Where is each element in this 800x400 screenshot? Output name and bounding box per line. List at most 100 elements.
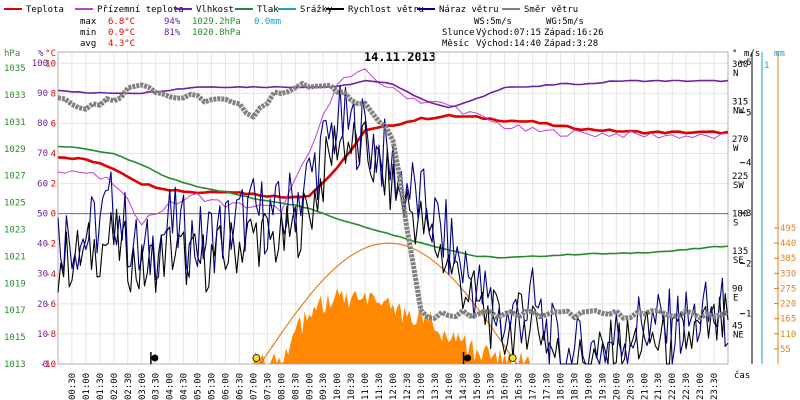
axis-time-tick: 12:00 xyxy=(389,373,399,400)
axis-wm2-tick: 220 xyxy=(780,300,796,310)
axis-time-tick: 19:30 xyxy=(598,373,608,400)
legend-label-6: Náraz větru xyxy=(439,5,499,15)
chart-title: 14.11.2013 xyxy=(364,50,436,64)
axis-hpa-tick: 1015 xyxy=(4,333,26,343)
axis-time-tick: 17:30 xyxy=(543,373,553,400)
axis-wm2-tick: 385 xyxy=(780,254,796,264)
axis-degc-tick: -8 xyxy=(45,330,56,340)
axis-time-tick: 11:00 xyxy=(361,373,371,400)
moonset-value: Západ:3:28 xyxy=(544,39,598,49)
stats-temp: 6.8°C xyxy=(108,17,135,27)
axis-hpa-tick: 1013 xyxy=(4,360,26,370)
axis-dir-name: NW xyxy=(733,106,744,116)
axis-time-tick: 13:00 xyxy=(417,373,427,400)
legend-label-3: Tlak xyxy=(257,5,279,15)
axis-time-tick: 04:30 xyxy=(180,373,190,400)
axis-pct-tick: 70 xyxy=(37,149,48,159)
axis-time-tick: 09:00 xyxy=(305,373,315,400)
grid xyxy=(57,51,729,365)
legend-label-5: Rychlost větru xyxy=(348,5,424,15)
axis-time-tick: 23:00 xyxy=(696,373,706,400)
axis-degc-tick: 10 xyxy=(45,59,56,69)
axis-wm2-tick: 440 xyxy=(780,239,796,249)
axis-dir-tick: 270 xyxy=(732,135,748,145)
axis-time-tick: 11:30 xyxy=(375,373,385,400)
axis-time-tick: 18:00 xyxy=(557,373,567,400)
axis-time-tick: 02:30 xyxy=(124,373,134,400)
axis-wm2-tick: 110 xyxy=(780,330,796,340)
axis-time-tick: 22:00 xyxy=(668,373,678,400)
axis-time-tick: 16:30 xyxy=(515,373,525,400)
sunset-value: Západ:16:26 xyxy=(544,28,604,38)
axis-time-tick: 06:30 xyxy=(236,373,246,400)
axis-pct-tick: 0 xyxy=(43,360,48,370)
stats-row-label: max xyxy=(80,17,97,27)
stats-press: 1020.8hPa xyxy=(192,28,241,38)
axis-time-tick: 10:30 xyxy=(347,373,357,400)
axis-time-tick: 01:00 xyxy=(82,373,92,400)
series-line-vlhkost xyxy=(57,79,729,109)
axis-mm-tick: 1 xyxy=(764,61,769,71)
legend-label-2: Vlhkost xyxy=(196,5,234,15)
axis-time-tick: 04:00 xyxy=(166,373,176,400)
axis-time-tick: 03:30 xyxy=(152,373,162,400)
stats-temp: 4.3°C xyxy=(108,39,135,49)
axis-ms-tick: 4 xyxy=(746,159,751,169)
axis-hpa-tick: 1031 xyxy=(4,118,26,128)
axis-hpa-tick: 1027 xyxy=(4,172,26,182)
axis-hpa-tick: 1017 xyxy=(4,306,26,316)
axis-ms-tick: 5 xyxy=(746,108,751,118)
axis-hpa-tick: 1029 xyxy=(4,145,26,155)
axis-time-tick: 15:00 xyxy=(473,373,483,400)
axis-time-tick: 06:00 xyxy=(222,373,232,400)
axis-time-tick: 07:00 xyxy=(249,373,259,400)
wg-value: WG:5m/s xyxy=(546,17,584,27)
series-line-tlak xyxy=(57,145,729,259)
axis-time-tick: 12:30 xyxy=(403,373,413,400)
axis-dir-tick: 315 xyxy=(732,97,748,107)
axis-time-tick: 05:00 xyxy=(194,373,204,400)
axis-degc-tick: 2 xyxy=(51,180,56,190)
axis-wm2-tick: 165 xyxy=(780,315,796,325)
legend-label-1: Přízemní teplota xyxy=(97,5,184,15)
axis-pct-tick: 90 xyxy=(37,89,48,99)
axis-pct-tick: 100 xyxy=(32,59,48,69)
axis-degc-tick: -10 xyxy=(40,360,56,370)
axis-ms-tick: 2 xyxy=(746,259,751,269)
axis-time-tick: 20:00 xyxy=(612,373,622,400)
legend-label-0: Teplota xyxy=(26,5,64,15)
axis-hpa-tick: 1025 xyxy=(4,199,26,209)
moonrise-value: Východ:14:40 xyxy=(476,39,541,49)
axis-time-tick: 18:30 xyxy=(571,373,581,400)
axis-time-tick: 03:00 xyxy=(138,373,148,400)
axis-dir-tick: 45 xyxy=(732,322,743,332)
axis-time-tick: 14:00 xyxy=(445,373,455,400)
axis-dir-tick: 225 xyxy=(732,172,748,182)
axis-pct-label: % xyxy=(38,49,44,59)
axis-time-tick: 09:30 xyxy=(319,373,329,400)
axis-degc-tick: 4 xyxy=(51,149,56,159)
ws-value: WS:5m/s xyxy=(474,17,512,27)
series-line-sm-r-v-tru xyxy=(57,81,729,321)
axis-time-tick: 16:00 xyxy=(501,373,511,400)
axis-degc-tick: -6 xyxy=(45,300,56,310)
stats-row-label: avg xyxy=(80,39,96,49)
axes: hPa% °C1035103310311029102710251023102110… xyxy=(4,49,796,400)
axis-mm-label: mm xyxy=(774,49,785,59)
sun-marker-0 xyxy=(252,354,261,362)
axis-hpa-label: hPa xyxy=(4,49,20,59)
moon-marker-1 xyxy=(464,354,472,362)
moon-marker-0 xyxy=(151,354,159,362)
axis-ms-tick: 3 xyxy=(746,209,751,219)
axis-time-tick: 22:30 xyxy=(682,373,692,400)
axis-hpa-tick: 1033 xyxy=(4,91,26,101)
axis-dir-name: SW xyxy=(733,181,744,191)
series-line-p-zemn-teplota xyxy=(57,68,729,226)
moon-label: Měsíc xyxy=(442,39,469,49)
axis-dir-name: NE xyxy=(733,331,744,341)
axis-wm2-tick: 55 xyxy=(780,345,791,355)
axis-dir-name: W xyxy=(733,144,739,154)
axis-hpa-tick: 1019 xyxy=(4,279,26,289)
